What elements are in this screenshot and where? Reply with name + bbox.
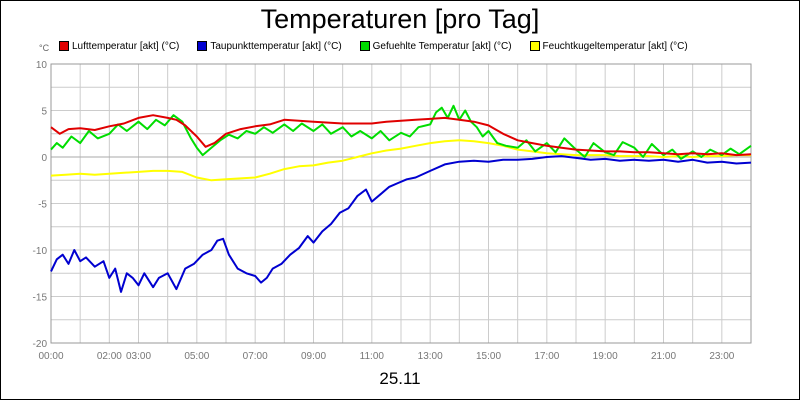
legend-swatch bbox=[197, 41, 208, 51]
legend: Lufttemperatur [akt] (°C) Taupunkttempera… bbox=[59, 39, 706, 53]
x-tick-label: 19:00 bbox=[593, 351, 618, 362]
plot-border bbox=[50, 63, 752, 344]
legend-item: Gefuehlte Temperatur [akt] (°C) bbox=[359, 39, 512, 53]
x-tick-label: 13:00 bbox=[418, 351, 443, 362]
x-tick-label: 07:00 bbox=[243, 351, 268, 362]
series-line bbox=[50, 139, 751, 182]
y-axis-unit: °C bbox=[39, 43, 50, 53]
y-tick-label: -15 bbox=[33, 293, 48, 304]
legend-swatch bbox=[529, 41, 540, 51]
y-tick-label: -5 bbox=[38, 200, 47, 211]
x-tick-label: 03:00 bbox=[126, 351, 151, 362]
series-line bbox=[50, 155, 752, 293]
legend-label: Gefuehlte Temperatur [akt] (°C) bbox=[372, 40, 512, 52]
legend-swatch bbox=[359, 41, 370, 51]
y-tick-label: -20 bbox=[33, 339, 48, 350]
x-tick-label: 00:00 bbox=[38, 351, 63, 362]
y-tick-label: 0 bbox=[41, 153, 47, 164]
legend-label: Lufttemperatur [akt] (°C) bbox=[72, 40, 180, 52]
chart-title: Temperaturen [pro Tag] bbox=[260, 4, 540, 34]
legend-item: Taupunkttemperatur [akt] (°C) bbox=[197, 39, 342, 53]
y-tick-label: 5 bbox=[41, 107, 47, 118]
date-label: 25.11 bbox=[379, 369, 421, 388]
y-tick-label: 10 bbox=[36, 60, 48, 71]
y-tick-label: -10 bbox=[33, 246, 48, 257]
x-tick-label: 23:00 bbox=[709, 351, 734, 362]
x-tick-label: 21:00 bbox=[651, 351, 676, 362]
legend-item: Feuchtkugeltemperatur [akt] (°C) bbox=[529, 39, 688, 53]
x-tick-label: 02:00 bbox=[97, 351, 122, 362]
series-line bbox=[50, 114, 752, 157]
x-tick-label: 09:00 bbox=[301, 351, 326, 362]
legend-label: Taupunkttemperatur [akt] (°C) bbox=[210, 40, 342, 52]
x-tick-label: 15:00 bbox=[476, 351, 501, 362]
series-line bbox=[50, 104, 752, 160]
legend-label: Feuchtkugeltemperatur [akt] (°C) bbox=[542, 40, 688, 52]
x-tick-label: 11:00 bbox=[360, 351, 385, 362]
x-tick-label: 05:00 bbox=[184, 351, 209, 362]
legend-swatch bbox=[59, 41, 69, 51]
x-tick-label: 17:00 bbox=[534, 351, 559, 362]
legend-item: Lufttemperatur [akt] (°C) bbox=[59, 39, 179, 53]
